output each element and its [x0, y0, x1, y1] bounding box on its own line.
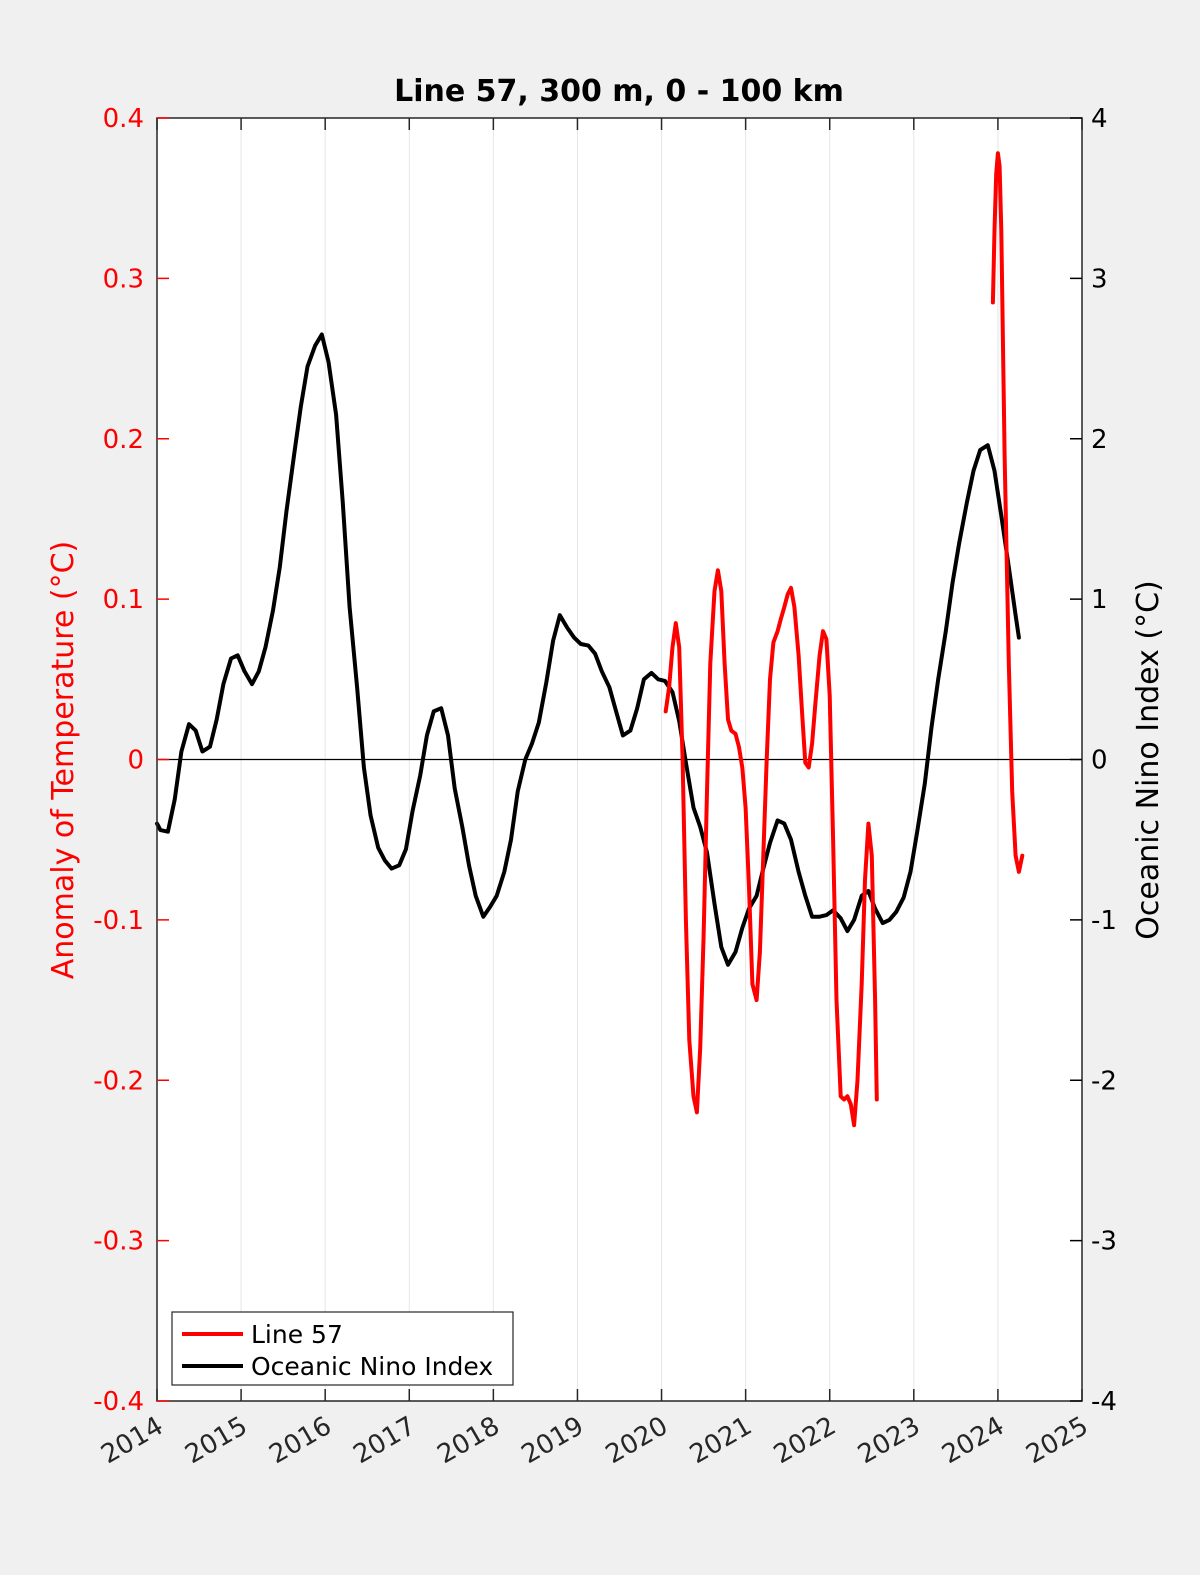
y-axis-left-label: Anomaly of Temperature (°C) [46, 541, 81, 980]
legend: Line 57 Oceanic Nino Index [171, 1311, 514, 1386]
x-tick-label: 2022 [769, 1411, 841, 1470]
legend-label-line57: Line 57 [251, 1320, 343, 1349]
y-tick-label-left: 0.4 [103, 104, 144, 134]
y-tick-label-left: -0.3 [93, 1227, 144, 1257]
series-line-oni [155, 332, 1021, 967]
y-tick-label-left: 0.2 [103, 425, 144, 455]
y-tick-label-left: 0 [127, 746, 144, 776]
y-axis-right-label: Oceanic Nino Index (°C) [1131, 580, 1166, 940]
x-tick-label: 2025 [1021, 1411, 1093, 1470]
y-tick-label-left: -0.1 [93, 906, 144, 936]
y-tick-label-right: 1 [1091, 585, 1108, 615]
x-tick-label: 2023 [853, 1411, 925, 1470]
series-layer [155, 151, 1025, 1128]
legend-box [171, 1311, 514, 1386]
x-tick-label: 2018 [433, 1411, 505, 1470]
x-tick-label: 2024 [937, 1411, 1009, 1470]
series-line-line57 [663, 568, 879, 1128]
y-tick-label-right: 3 [1091, 264, 1108, 294]
y-tick-label-right: 4 [1091, 104, 1108, 134]
y-tick-label-right: -4 [1091, 1387, 1117, 1417]
x-tick-label: 2016 [264, 1411, 336, 1470]
chart-title: Line 57, 300 m, 0 - 100 km [394, 74, 844, 109]
x-tick-label: 2019 [517, 1411, 589, 1470]
y-tick-label-right: -2 [1091, 1066, 1117, 1096]
y-tick-label-left: 0.3 [103, 264, 144, 294]
y-tick-label-left: -0.2 [93, 1066, 144, 1096]
y-tick-label-right: 0 [1091, 746, 1108, 776]
x-tick-label: 2021 [685, 1411, 757, 1470]
y-tick-label-left: 0.1 [103, 585, 144, 615]
y-tick-label-right: -1 [1091, 906, 1117, 936]
y-tick-label-right: -3 [1091, 1227, 1117, 1257]
y-tick-label-left: -0.4 [93, 1387, 144, 1417]
y-tick-label-right: 2 [1091, 425, 1108, 455]
x-tick-label: 2020 [601, 1411, 673, 1470]
legend-label-oni: Oceanic Nino Index [251, 1352, 493, 1381]
x-tick-label: 2014 [96, 1411, 168, 1470]
series-line-line57 [990, 151, 1025, 874]
x-tick-label: 2017 [348, 1411, 420, 1470]
x-tick-label: 2015 [180, 1411, 252, 1470]
